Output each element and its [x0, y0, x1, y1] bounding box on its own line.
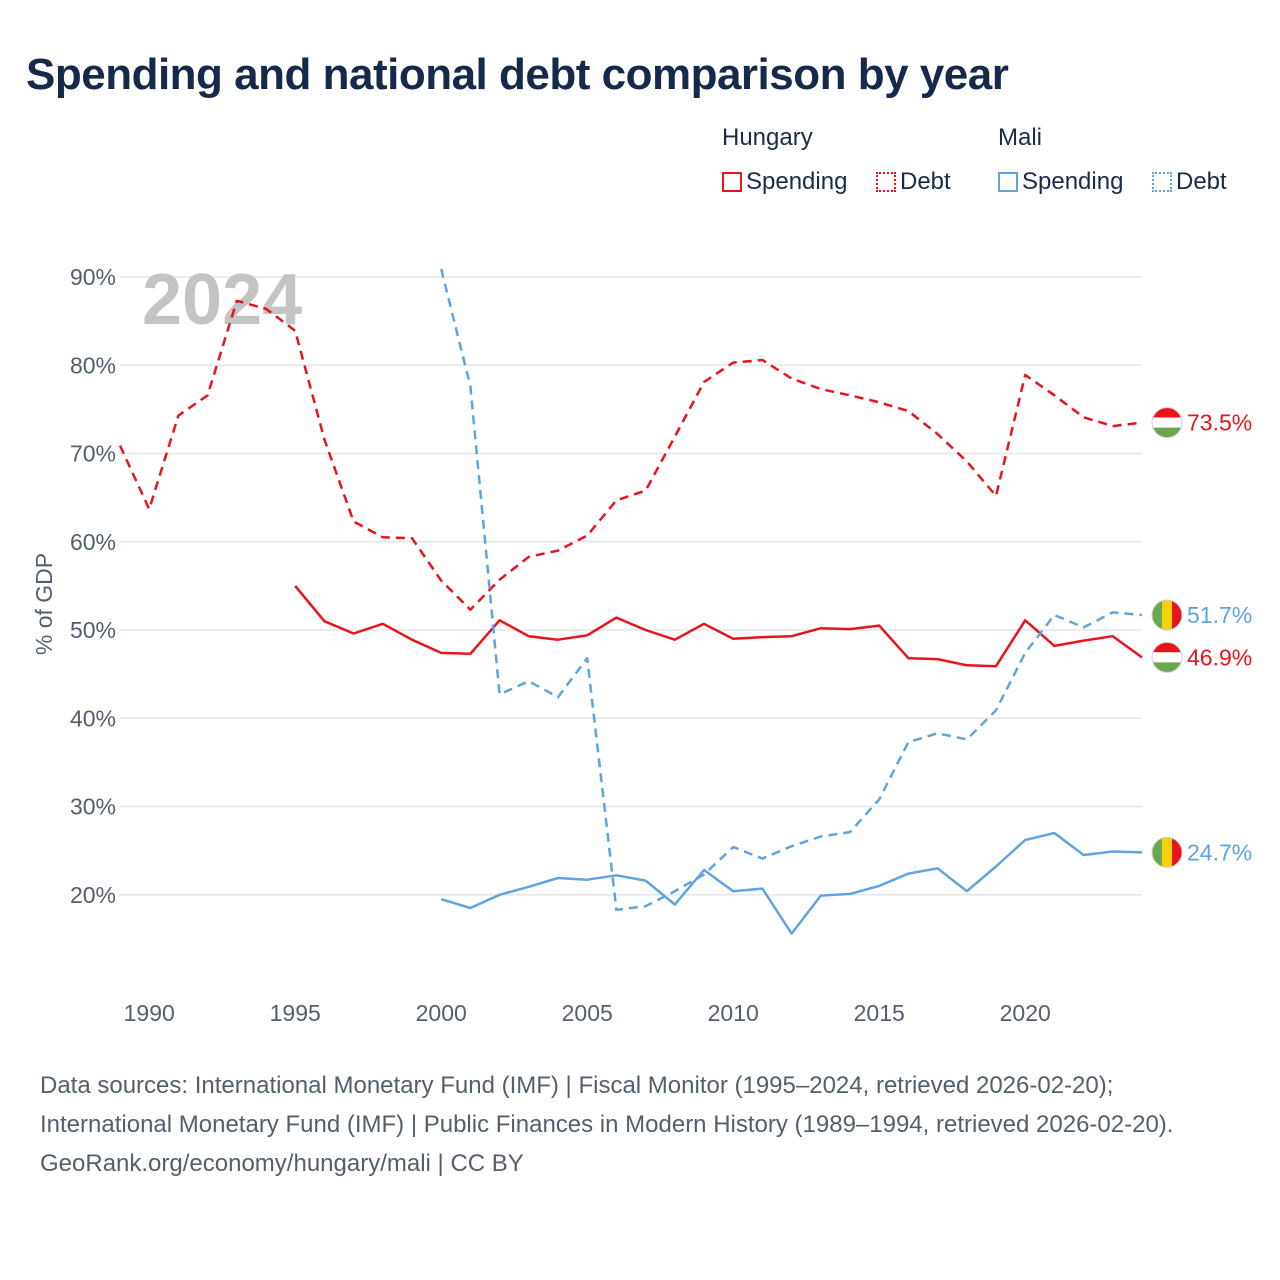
flag-stripes: [1152, 642, 1182, 673]
x-tick-label: 1990: [124, 1000, 175, 1026]
flag-outline: [1151, 836, 1183, 868]
solid-swatch-icon: [722, 172, 742, 192]
legend-label: Debt: [1176, 168, 1227, 195]
y-tick-label: 70%: [70, 441, 116, 467]
end-value-label: 24.7%: [1187, 839, 1252, 865]
credit-link[interactable]: GeoRank.org/economy/hungary/mali | CC BY: [40, 1150, 524, 1177]
series-line-hungary-spending: [294, 585, 1143, 668]
flag-stripe: [1152, 599, 1162, 630]
flag-outline: [1151, 641, 1183, 673]
flag-stripe: [1152, 662, 1182, 673]
series-line-mali-debt: [439, 268, 1143, 912]
flag-stripe: [1152, 407, 1182, 418]
x-tick-label: 2010: [708, 1000, 759, 1026]
flag-stripe: [1162, 599, 1172, 630]
x-axis-ticks: 1990 1995 2000 2005 2010 2015 2020: [124, 1000, 1051, 1026]
legend-item-hungary-debt[interactable]: Debt: [876, 168, 951, 196]
end-value-label: 73.5%: [1187, 410, 1252, 436]
flag-stripes: [1152, 837, 1182, 868]
y-tick-label: 90%: [70, 264, 116, 290]
x-tick-label: 2020: [1000, 1000, 1051, 1026]
y-tick-label: 80%: [70, 352, 116, 378]
series-lines: [118, 268, 1143, 935]
chart-title: Spending and national debt comparison by…: [26, 50, 1009, 99]
y-axis-ticks: 20% 30% 40% 50% 60% 70% 80% 90%: [70, 264, 116, 908]
series-line-mali-spending: [440, 831, 1143, 935]
y-tick-label: 40%: [70, 705, 116, 731]
flag-stripes: [1152, 599, 1182, 630]
series-line-hungary-debt: [118, 299, 1143, 611]
y-tick-label: 30%: [70, 794, 116, 820]
flag-outline: [1151, 599, 1183, 631]
flag-stripe: [1152, 837, 1162, 868]
y-tick-label: 60%: [70, 529, 116, 555]
y-tick-label: 50%: [70, 617, 116, 643]
legend-group-name: Mali: [998, 124, 1043, 151]
flag-stripe: [1172, 837, 1182, 868]
legend-group-name: Hungary: [722, 124, 813, 151]
flag-stripe: [1152, 427, 1182, 438]
solid-swatch-icon: [998, 172, 1018, 192]
legend-item-hungary-spending[interactable]: Spending: [722, 168, 847, 196]
end-value-label: 46.9%: [1187, 644, 1252, 670]
x-tick-label: 2005: [562, 1000, 613, 1026]
hungary-flag-icon: [1151, 407, 1183, 439]
grid-lines: [120, 276, 1142, 896]
legend-item-mali-debt[interactable]: Debt: [1152, 168, 1227, 196]
hungary-flag-icon: [1151, 641, 1183, 673]
dotted-swatch-icon: [1152, 172, 1172, 192]
legend-group-hungary: Hungary Spending Debt: [722, 124, 951, 195]
mali-flag-icon: [1151, 599, 1183, 631]
legend-group-mali: Mali Spending Debt: [998, 124, 1227, 195]
year-watermark: 2024: [142, 260, 302, 340]
end-markers: 73.5% 46.9% 51.7% 24.7%: [1151, 407, 1252, 868]
dotted-swatch-icon: [876, 172, 896, 192]
x-tick-label: 1995: [270, 1000, 321, 1026]
line-chart: 2024 20% 30% 40% 50% 60% 70% 80% 90% 1990 1995 20…: [31, 260, 1252, 1026]
flag-stripes: [1152, 407, 1182, 438]
flag-outline: [1151, 407, 1183, 439]
y-axis-label: % of GDP: [31, 553, 57, 655]
footer: Data sources: International Monetary Fun…: [40, 1066, 1240, 1183]
x-tick-label: 2000: [416, 1000, 467, 1026]
legend-label: Spending: [1022, 168, 1124, 195]
flag-stripe: [1152, 642, 1182, 653]
end-value-label: 51.7%: [1187, 602, 1252, 628]
y-tick-label: 20%: [70, 882, 116, 908]
flag-stripe: [1152, 652, 1182, 663]
flag-stripe: [1172, 599, 1182, 630]
data-sources: Data sources: International Monetary Fun…: [40, 1072, 1174, 1138]
flag-stripe: [1162, 837, 1172, 868]
legend-item-mali-spending[interactable]: Spending: [998, 168, 1123, 196]
flag-stripe: [1152, 417, 1182, 428]
x-tick-label: 2015: [854, 1000, 905, 1026]
legend-label: Spending: [746, 168, 848, 195]
mali-flag-icon: [1151, 836, 1183, 868]
legend-label: Debt: [900, 168, 951, 195]
